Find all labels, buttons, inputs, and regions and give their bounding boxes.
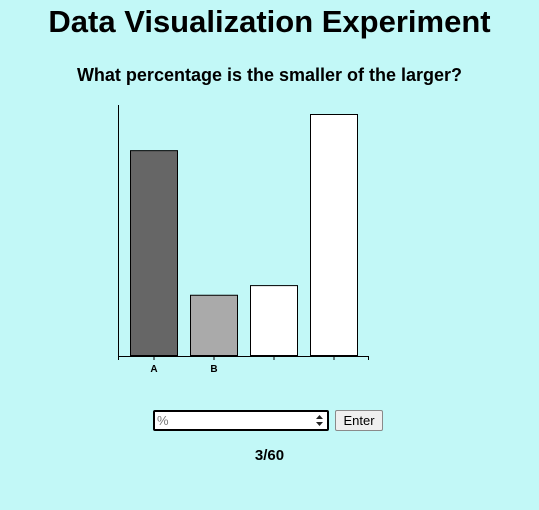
page-title: Data Visualization Experiment (48, 4, 491, 39)
answer-input[interactable] (157, 412, 307, 429)
spinner-arrows-icon[interactable] (315, 414, 324, 427)
enter-button[interactable]: Enter (335, 410, 383, 431)
bar-3 (250, 285, 298, 356)
bar-group (130, 114, 358, 356)
bar-4 (310, 114, 358, 356)
x-tick-label-2: B (210, 364, 217, 375)
bar-2 (190, 294, 238, 356)
x-tick-label-1: A (150, 364, 157, 375)
bar-1 (130, 150, 178, 356)
question-text: What percentage is the smaller of the la… (76, 65, 463, 85)
progress-counter: 3/60 (254, 447, 285, 464)
answer-field[interactable] (153, 410, 329, 431)
